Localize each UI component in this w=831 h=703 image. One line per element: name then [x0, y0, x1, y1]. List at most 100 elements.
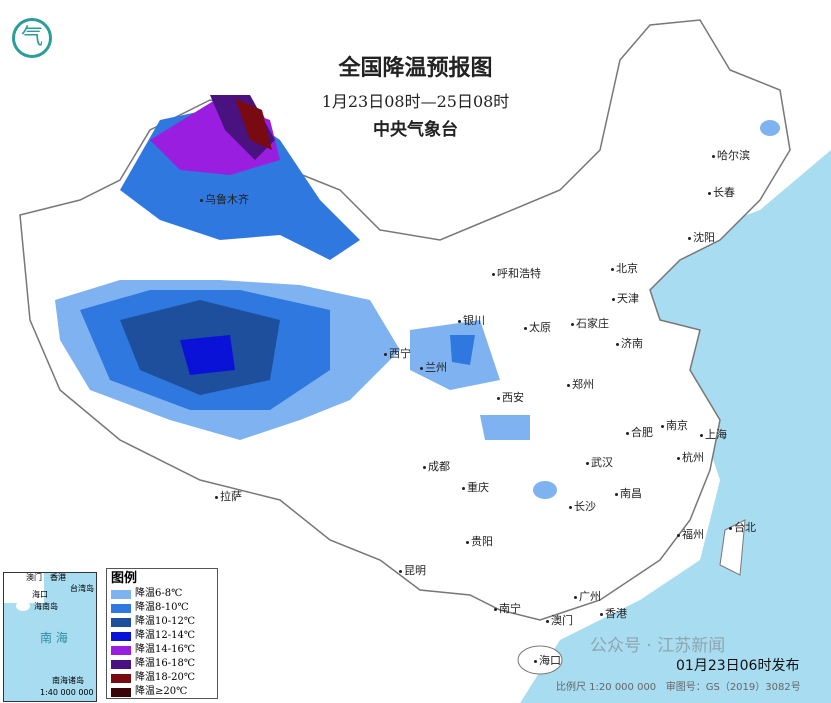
- city-dot-icon: [611, 267, 614, 271]
- city-label: 南宁: [494, 602, 521, 615]
- city-label: 武汉: [586, 456, 613, 469]
- inset-sea-label: 南 海: [40, 631, 68, 645]
- legend-label: 降温14-16℃: [135, 644, 196, 655]
- city-name: 济南: [621, 337, 643, 350]
- city-name: 拉萨: [220, 490, 242, 503]
- city-dot-icon: [729, 526, 732, 530]
- inset-label: 澳门: [26, 573, 42, 582]
- legend-label: 降温8-10℃: [135, 602, 189, 613]
- city-name: 呼和浩特: [497, 267, 541, 280]
- city-label: 上海: [700, 428, 727, 441]
- legend-swatch: [111, 603, 131, 613]
- city-name: 北京: [616, 262, 638, 275]
- inset-label: 海口: [32, 590, 48, 599]
- city-dot-icon: [626, 431, 629, 435]
- legend-swatch: [111, 589, 131, 599]
- city-label: 北京: [611, 262, 638, 275]
- city-label: 兰州: [420, 361, 447, 374]
- city-dot-icon: [616, 342, 619, 346]
- city-name: 广州: [579, 590, 601, 603]
- city-name: 沈阳: [693, 231, 715, 244]
- legend-swatch: [111, 659, 131, 669]
- city-name: 太原: [529, 321, 551, 334]
- legend-item: 降温8-10℃: [111, 601, 213, 615]
- city-name: 南宁: [499, 602, 521, 615]
- city-dot-icon: [399, 569, 402, 573]
- legend-label: 降温12-14℃: [135, 630, 196, 641]
- city-dot-icon: [700, 433, 703, 437]
- city-name: 武汉: [591, 456, 613, 469]
- legend: 图例 降温6-8℃ 降温8-10℃ 降温10-12℃ 降温12-14℃ 降温14-16℃…: [106, 568, 218, 699]
- legend-item: 降温≥20℃: [111, 685, 213, 699]
- city-name: 澳门: [551, 614, 573, 627]
- city-dot-icon: [546, 619, 549, 623]
- city-name: 西宁: [389, 347, 411, 360]
- city-label: 福州: [677, 528, 704, 541]
- legend-swatch: [111, 687, 131, 697]
- city-dot-icon: [384, 352, 387, 356]
- city-label: 西安: [497, 391, 524, 404]
- city-label: 重庆: [462, 481, 489, 494]
- city-dot-icon: [612, 297, 615, 301]
- city-label: 南京: [661, 419, 688, 432]
- city-label: 香港: [600, 607, 627, 620]
- city-dot-icon: [688, 236, 691, 240]
- city-name: 台北: [734, 521, 756, 534]
- city-name: 重庆: [467, 481, 489, 494]
- city-dot-icon: [200, 198, 203, 202]
- city-name: 郑州: [572, 378, 594, 391]
- city-name: 昆明: [404, 564, 426, 577]
- city-name: 上海: [705, 428, 727, 441]
- legend-item: 降温12-14℃: [111, 629, 213, 643]
- legend-swatch: [111, 645, 131, 655]
- city-dot-icon: [600, 612, 603, 616]
- city-dot-icon: [497, 396, 500, 400]
- legend-item: 降温6-8℃: [111, 587, 213, 601]
- city-name: 南京: [666, 419, 688, 432]
- city-dot-icon: [615, 492, 618, 496]
- city-label: 天津: [612, 292, 639, 305]
- legend-label: 降温6-8℃: [135, 588, 183, 599]
- city-label: 呼和浩特: [492, 267, 541, 280]
- scale: 比例尺 1:20 000 000: [556, 682, 657, 693]
- city-label: 石家庄: [571, 317, 609, 330]
- city-name: 乌鲁木齐: [205, 193, 249, 206]
- inset-islands-label: 南海诸岛: [52, 676, 84, 685]
- issued-time: 01月23日06时发布: [676, 658, 800, 674]
- inset-label: 海南岛: [34, 602, 58, 611]
- city-dot-icon: [567, 383, 570, 387]
- city-label: 西宁: [384, 347, 411, 360]
- legend-label: 降温10-12℃: [135, 616, 196, 627]
- city-dot-icon: [420, 366, 423, 370]
- city-dot-icon: [524, 326, 527, 330]
- city-name: 银川: [463, 314, 485, 327]
- city-label: 拉萨: [215, 490, 242, 503]
- city-label: 昆明: [399, 564, 426, 577]
- city-dot-icon: [708, 191, 711, 195]
- city-dot-icon: [458, 319, 461, 323]
- city-label: 郑州: [567, 378, 594, 391]
- city-name: 福州: [682, 528, 704, 541]
- city-dot-icon: [586, 461, 589, 465]
- legend-label: 降温16-18℃: [135, 658, 196, 669]
- city-label: 贵阳: [466, 535, 493, 548]
- legend-item: 降温16-18℃: [111, 657, 213, 671]
- city-name: 长春: [713, 186, 735, 199]
- map-title: 全国降温预报图: [338, 55, 493, 81]
- legend-item: 降温14-16℃: [111, 643, 213, 657]
- city-label: 澳门: [546, 614, 573, 627]
- forecast-period: 1月23日08时—25日08时: [321, 92, 510, 111]
- cooling-areas: [55, 95, 780, 499]
- map-approval-number: 审图号：GS（2019）3082号: [665, 682, 801, 693]
- city-dot-icon: [574, 595, 577, 599]
- city-label: 太原: [524, 321, 551, 334]
- city-name: 石家庄: [576, 317, 609, 330]
- city-label: 南昌: [615, 487, 642, 500]
- city-dot-icon: [677, 533, 680, 537]
- city-label: 广州: [574, 590, 601, 603]
- city-dot-icon: [492, 272, 495, 276]
- legend-title: 图例: [111, 571, 138, 586]
- legend-swatch: [111, 617, 131, 627]
- city-dot-icon: [423, 465, 426, 469]
